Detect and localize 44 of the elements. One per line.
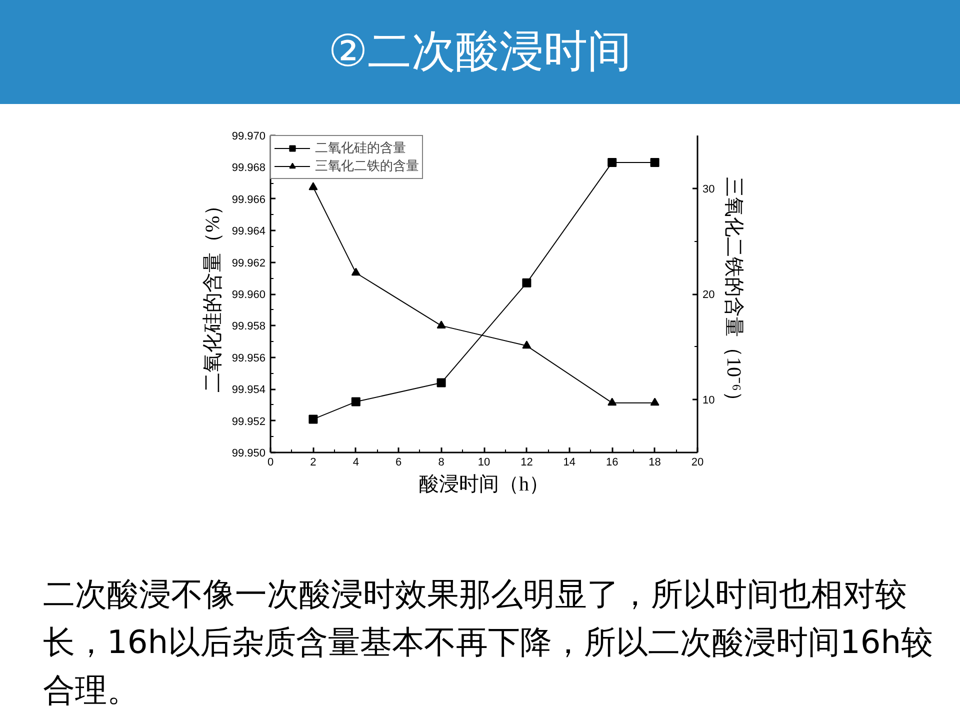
- y2-tick-label: 10: [702, 394, 715, 407]
- point: [522, 278, 532, 288]
- x-tick-label: 18: [648, 456, 661, 468]
- x-tick-label: 12: [520, 456, 533, 468]
- y2-tick-label: 20: [702, 289, 715, 301]
- x-tick-label: 8: [438, 456, 444, 468]
- x-tick-label: 16: [606, 456, 618, 468]
- y-tick-label: 99.962: [232, 257, 266, 270]
- point: [308, 414, 318, 424]
- point: [308, 182, 318, 190]
- y-tick-label: 99.958: [232, 320, 266, 333]
- y-tick-label: 99.960: [232, 289, 266, 301]
- point: [650, 398, 660, 406]
- point: [351, 268, 360, 276]
- x-tick-label: 20: [691, 456, 704, 468]
- y-tick-label: 99.952: [232, 416, 266, 428]
- x-tick-label: 0: [267, 456, 274, 468]
- y-tick-label: 99.954: [232, 384, 266, 396]
- point: [351, 397, 360, 406]
- x-tick-label: 10: [478, 456, 490, 468]
- x-tick-label: 2: [310, 456, 316, 468]
- y-tick-label: 99.968: [232, 162, 266, 174]
- point: [522, 340, 532, 349]
- legend-label: 二氧化硅的含量: [315, 139, 406, 157]
- y2-tick-label: 30: [702, 183, 715, 196]
- point: [608, 158, 617, 167]
- point: [436, 378, 446, 388]
- y-tick-label: 99.970: [232, 130, 266, 142]
- x-tick-label: 14: [563, 456, 576, 468]
- y-tick-label: 99.964: [232, 226, 266, 238]
- y-axis-title: 二氧化硅的含量（%）: [202, 196, 224, 392]
- chart-title: ②二次酸浸时间: [328, 25, 632, 79]
- y2-axis-title: 三氧化二铁的含量（10⁻⁶）: [722, 177, 745, 411]
- y-tick-label: 99.966: [232, 194, 266, 206]
- y-tick-label: 99.950: [232, 448, 266, 460]
- x-tick-label: 6: [396, 456, 402, 468]
- y-tick-label: 99.956: [232, 352, 266, 364]
- point: [608, 398, 617, 406]
- point: [650, 158, 660, 167]
- point: [436, 320, 446, 329]
- x-axis-title: 酸浸时间（h）: [419, 474, 549, 496]
- x-tick-label: 4: [352, 456, 359, 468]
- legend-label: 三氧化二铁的含量: [315, 157, 419, 175]
- text: 二次酸浸不像一次酸浸时效果那么明显了，所以时间也相对较长，16h以后杂质含量基本不再下降，所以二次酸浸时间16h较合理。: [43, 574, 934, 711]
